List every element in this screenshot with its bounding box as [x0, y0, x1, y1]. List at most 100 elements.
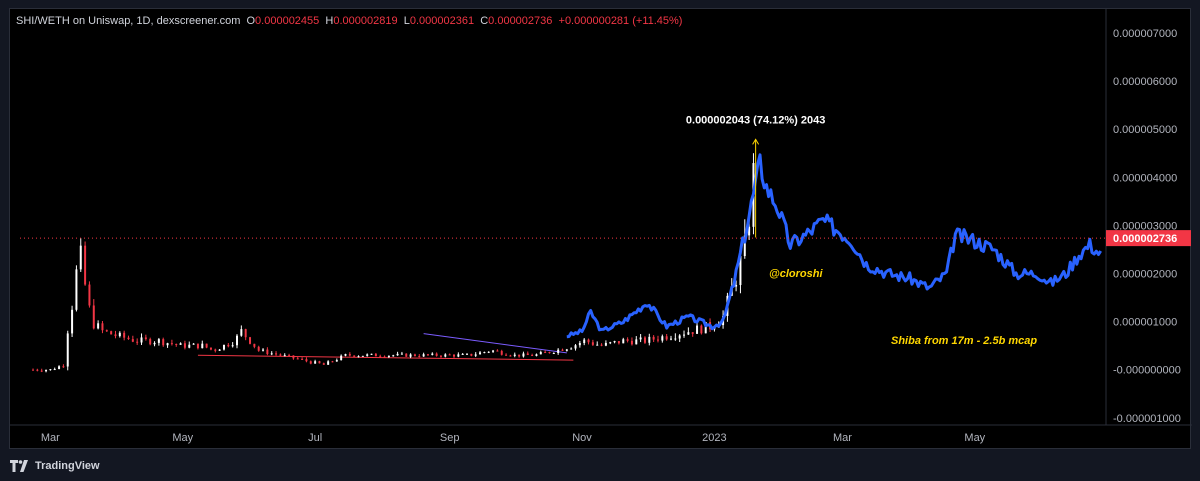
y-tick-label: 0.000003000	[1113, 220, 1177, 232]
candle-body	[518, 354, 521, 357]
open-label: O	[246, 15, 256, 27]
candle-body	[283, 355, 286, 357]
candle-body	[240, 329, 243, 336]
candle-body	[487, 351, 490, 353]
candle-body	[426, 354, 429, 356]
candle-body	[288, 355, 291, 357]
candle-body	[53, 369, 56, 371]
candle-body	[205, 343, 208, 348]
footer-brand[interactable]: TradingView	[10, 458, 100, 474]
candle-body	[696, 325, 699, 334]
candle-body	[366, 354, 369, 356]
y-tick-label: 0.000004000	[1113, 172, 1177, 184]
candle-body	[353, 355, 356, 357]
candle-body	[45, 370, 48, 372]
candle-body	[457, 354, 460, 357]
y-tick-label: 0.000001000	[1113, 317, 1177, 329]
candle-body	[105, 330, 108, 332]
candle-body	[513, 354, 516, 356]
candle-body	[496, 350, 499, 352]
candle-body	[292, 355, 295, 359]
candle-body	[557, 349, 560, 354]
candle-body	[253, 343, 256, 347]
price-chart-canvas[interactable]: 0.000002043 (74.12%) 2043 @cloroshi Shiba …	[10, 9, 1192, 450]
candle-body	[574, 345, 577, 349]
candle-body	[305, 359, 308, 362]
candle-body	[175, 344, 178, 346]
candle-body	[71, 309, 74, 334]
x-tick-label: Mar	[41, 432, 60, 444]
candle-body	[179, 343, 182, 345]
candle-body	[218, 349, 221, 351]
candle-body	[635, 339, 638, 345]
candle-body	[296, 358, 299, 360]
candle-body	[604, 342, 607, 346]
candle-body	[687, 332, 690, 335]
candle-body	[144, 337, 147, 340]
candle-body	[674, 338, 677, 340]
candle-body	[622, 339, 625, 344]
candle-body	[196, 343, 199, 349]
candle-body	[396, 353, 399, 356]
candle-body	[348, 354, 351, 356]
candle-body	[84, 245, 87, 285]
low-value: 0.000002361	[409, 15, 475, 27]
x-tick-label: Nov	[572, 432, 592, 444]
candle-body	[439, 355, 442, 357]
candle-body	[609, 342, 612, 344]
candle-body	[739, 256, 742, 286]
candle-body	[244, 329, 247, 338]
candle-body	[157, 339, 160, 343]
chart-note: Shiba from 17m - 2.5b mcap	[891, 335, 1037, 347]
candle-body	[453, 354, 455, 357]
candle-body	[704, 322, 707, 334]
candle-body	[552, 353, 555, 355]
candle-body	[565, 349, 568, 351]
candle-body	[531, 355, 534, 357]
candle-body	[266, 349, 269, 355]
candle-body	[140, 337, 143, 343]
candle-body	[392, 355, 395, 357]
trendline	[423, 333, 567, 354]
candle-body	[79, 245, 82, 270]
x-tick-label: May	[964, 432, 985, 444]
change-value: +0.000000281 (+11.45%)	[558, 15, 683, 27]
candle-body	[374, 353, 377, 357]
candle-body	[617, 341, 620, 344]
candle-body	[691, 332, 694, 334]
candle-body	[249, 337, 252, 344]
candle-body	[748, 226, 751, 236]
candle-body	[405, 353, 408, 357]
candle-body	[136, 341, 139, 343]
candle-body	[188, 344, 191, 348]
y-tick-label: 0.000002000	[1113, 269, 1177, 281]
candle-body	[257, 346, 260, 351]
blue-price-series	[566, 153, 1102, 339]
peak-annotation-label: 0.000002043 (74.12%) 2043	[686, 114, 825, 126]
open-value: 0.000002455	[255, 15, 320, 27]
high-value: 0.000002819	[333, 15, 398, 27]
candle-body	[361, 355, 364, 357]
high-label: H	[325, 15, 334, 27]
candle-body	[613, 341, 616, 343]
x-tick-label: Jul	[308, 432, 322, 444]
candle-body	[587, 339, 590, 343]
candle-body	[626, 339, 629, 341]
candle-body	[209, 347, 212, 350]
chart-pane[interactable]: 0.000002043 (74.12%) 2043 @cloroshi Shiba …	[9, 8, 1192, 450]
candle-body	[97, 323, 100, 329]
candle-body	[131, 339, 134, 342]
candle-body	[413, 354, 416, 357]
candle-body	[36, 369, 39, 371]
candle-body	[127, 337, 130, 340]
last-price-label: 0.000002736	[1113, 233, 1177, 245]
candle-body	[409, 354, 412, 357]
candle-body	[561, 349, 564, 351]
peak-arrow-icon	[752, 138, 760, 145]
candle-body	[262, 349, 265, 351]
candle-body	[214, 349, 217, 351]
candle-body	[66, 333, 69, 367]
candle-body	[88, 284, 91, 306]
candle-body	[92, 305, 95, 329]
candle-body	[162, 339, 165, 346]
